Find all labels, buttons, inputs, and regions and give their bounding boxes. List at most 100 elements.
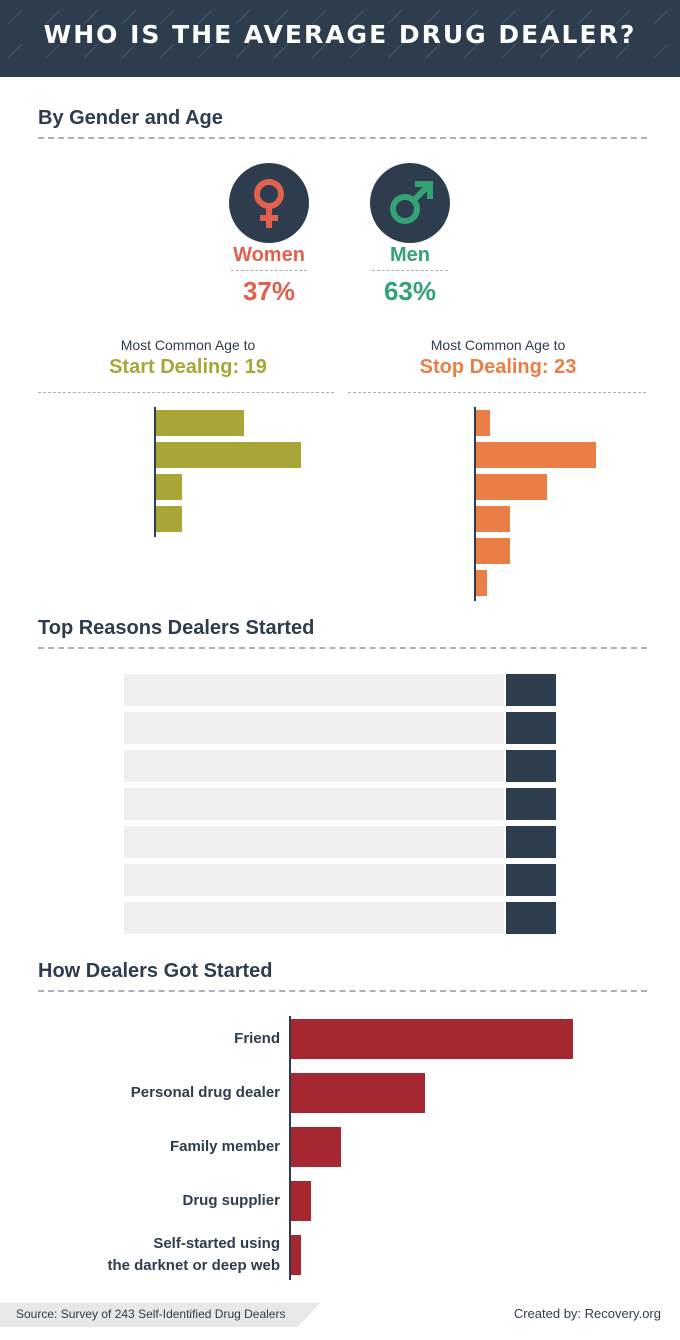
start-age-divider bbox=[38, 392, 334, 393]
pattern-mark bbox=[387, 9, 403, 25]
pattern-mark bbox=[425, 9, 441, 25]
start-age-bar bbox=[156, 474, 182, 500]
pattern-mark bbox=[311, 43, 327, 59]
how-category-label-line: the darknet or deep web bbox=[107, 1257, 280, 1274]
pattern-mark bbox=[121, 43, 137, 59]
pattern-mark bbox=[197, 9, 213, 25]
reason-row bbox=[124, 902, 504, 934]
pattern-mark bbox=[235, 43, 251, 59]
pattern-mark bbox=[7, 43, 23, 59]
how-category-label: Family member bbox=[50, 1136, 280, 1158]
how-category-label: Friend bbox=[50, 1028, 280, 1050]
men-divider bbox=[372, 270, 448, 271]
how-bar bbox=[291, 1073, 425, 1113]
female-symbol-icon bbox=[254, 179, 284, 228]
men-circle bbox=[370, 163, 450, 243]
footer-source: Source: Survey of 243 Self-Identified Dr… bbox=[16, 1307, 286, 1321]
section-divider bbox=[38, 990, 647, 992]
stop-age-divider bbox=[348, 392, 646, 393]
how-category-label: Drug supplier bbox=[50, 1190, 280, 1212]
reason-value bbox=[506, 902, 556, 934]
pattern-mark bbox=[577, 43, 593, 59]
section-divider bbox=[38, 137, 647, 139]
reason-row bbox=[124, 674, 504, 706]
pattern-mark bbox=[387, 43, 403, 59]
pattern-mark bbox=[539, 43, 555, 59]
pattern-mark bbox=[349, 9, 365, 25]
pattern-mark bbox=[273, 9, 289, 25]
pattern-mark bbox=[463, 9, 479, 25]
pattern-mark bbox=[577, 9, 593, 25]
pattern-mark bbox=[83, 9, 99, 25]
how-category-label-line: Self-started using bbox=[153, 1235, 280, 1252]
pattern-mark bbox=[45, 9, 61, 25]
stop-age-bar bbox=[476, 506, 511, 532]
how-bar bbox=[291, 1181, 311, 1221]
pattern-mark bbox=[501, 9, 517, 25]
pattern-mark bbox=[539, 9, 555, 25]
page-title: WHO IS THE AVERAGE DRUG DEALER? bbox=[43, 20, 637, 49]
male-symbol-icon bbox=[390, 181, 433, 224]
women-divider bbox=[231, 270, 307, 271]
men-label: Men bbox=[390, 244, 430, 266]
how-category-label-line: Personal drug dealer bbox=[130, 1084, 280, 1101]
start-age-headline: Start Dealing: 19 bbox=[109, 356, 267, 378]
pattern-mark bbox=[83, 43, 99, 59]
footer-source-background bbox=[0, 1303, 320, 1327]
pattern-mark bbox=[653, 43, 669, 59]
pattern-mark bbox=[425, 43, 441, 59]
stop-age-caption: Most Common Age to bbox=[430, 337, 566, 353]
start-age-bar bbox=[156, 410, 245, 436]
pattern-mark bbox=[653, 9, 669, 25]
stop-age-bar bbox=[476, 570, 488, 596]
pattern-mark bbox=[121, 9, 137, 25]
how-category-label-line: Friend bbox=[234, 1030, 280, 1047]
how-bar bbox=[291, 1019, 574, 1059]
reason-row bbox=[124, 788, 504, 820]
pattern-mark bbox=[311, 9, 327, 25]
pattern-mark bbox=[45, 43, 61, 59]
section-title-gender-age: By Gender and Age bbox=[38, 107, 223, 129]
stop-age-axis bbox=[474, 407, 476, 601]
stop-age-bar bbox=[476, 474, 548, 500]
pattern-mark bbox=[273, 43, 289, 59]
how-category-label-line: Family member bbox=[169, 1138, 280, 1155]
how-category-label: Personal drug dealer bbox=[50, 1082, 280, 1104]
women-value: 37% bbox=[242, 276, 296, 306]
pattern-mark bbox=[615, 43, 631, 59]
pattern-mark bbox=[159, 9, 175, 25]
stop-age-headline: Stop Dealing: 23 bbox=[419, 356, 577, 378]
pattern-mark bbox=[349, 43, 365, 59]
section-title-how: How Dealers Got Started bbox=[38, 960, 273, 982]
how-bar bbox=[291, 1235, 301, 1275]
how-category-label-line: Drug supplier bbox=[182, 1192, 280, 1209]
reason-row bbox=[124, 750, 504, 782]
stop-age-bar bbox=[476, 442, 596, 468]
reason-value bbox=[506, 788, 556, 820]
start-age-axis bbox=[154, 407, 156, 537]
reason-row bbox=[124, 864, 504, 896]
men-value: 63% bbox=[383, 276, 437, 306]
header-pattern bbox=[7, 9, 669, 59]
how-axis bbox=[289, 1016, 291, 1280]
start-age-bar bbox=[156, 442, 302, 468]
pattern-mark bbox=[7, 9, 23, 25]
how-bar bbox=[291, 1127, 341, 1167]
section-title-reasons: Top Reasons Dealers Started bbox=[38, 617, 315, 639]
reason-row bbox=[124, 826, 504, 858]
pattern-mark bbox=[159, 43, 175, 59]
women-circle bbox=[229, 163, 309, 243]
section-divider bbox=[38, 647, 647, 649]
women-label: Women bbox=[233, 244, 305, 266]
pattern-mark bbox=[463, 43, 479, 59]
pattern-mark bbox=[501, 43, 517, 59]
footer-credit: Created by: Recovery.org bbox=[513, 1306, 661, 1321]
reason-row bbox=[124, 712, 504, 744]
reason-value bbox=[506, 864, 556, 896]
pattern-mark bbox=[615, 9, 631, 25]
start-age-bar bbox=[156, 506, 182, 532]
pattern-mark bbox=[235, 9, 251, 25]
pattern-mark bbox=[197, 43, 213, 59]
how-category-label: Self-started using the darknet or deep we… bbox=[50, 1233, 280, 1277]
reason-value bbox=[506, 712, 556, 744]
